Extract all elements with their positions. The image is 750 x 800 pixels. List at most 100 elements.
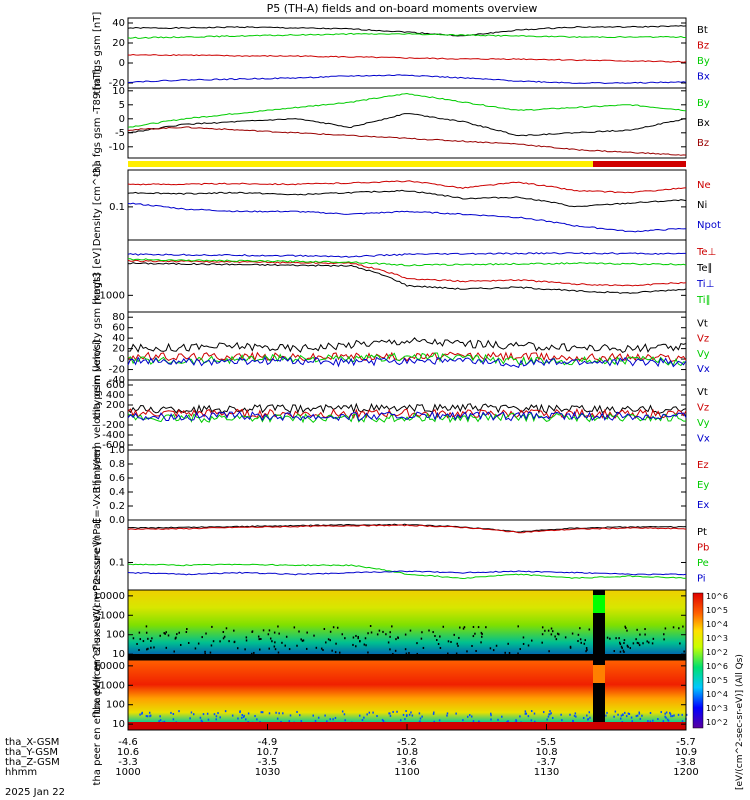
spectrogram-speckle (275, 711, 277, 714)
spectrogram-speckle (433, 711, 435, 714)
spectrogram-speckle (210, 644, 213, 647)
spectrogram-speckle (355, 645, 357, 648)
spectrogram-speckle (641, 714, 643, 717)
spectrogram-speckle (242, 715, 245, 718)
spectrogram-speckle (623, 639, 626, 642)
legend-Pi: Pi (697, 574, 706, 585)
spectrogram-speckle (636, 641, 639, 644)
spectrogram-speckle (402, 713, 405, 716)
spectrogram-speckle (504, 651, 506, 654)
spectrogram-speckle (428, 629, 430, 632)
spectrogram-speckle (485, 626, 487, 629)
spectrogram-speckle (212, 640, 215, 643)
colorbar-tick: 10^3 (706, 704, 728, 713)
spectrogram-speckle (344, 637, 346, 640)
ephemeris-label: tha_Y-GSM (5, 747, 58, 758)
y-tick-label: 1000 (100, 610, 125, 621)
spectrogram-speckle (432, 712, 435, 715)
y-tick-label: 40 (112, 333, 125, 344)
spectrogram-speckle (530, 639, 533, 642)
spectrogram-speckle (298, 630, 300, 633)
spectrogram-speckle (669, 711, 671, 714)
ephemeris-value: -4.9 (258, 737, 278, 748)
spectrogram-speckle (254, 715, 256, 718)
spectrogram-speckle (147, 637, 149, 640)
spectrogram-speckle (200, 719, 203, 722)
spectrogram-speckle (490, 718, 492, 721)
series-line-Te⊥ (127, 259, 687, 287)
legend-Ey: Ey (697, 480, 709, 491)
legend-Pe: Pe (697, 558, 709, 569)
spectrogram-speckle (199, 716, 202, 719)
spectrogram-speckle (455, 652, 458, 655)
spectrogram-speckle (278, 632, 280, 635)
spectrogram-speckle (569, 645, 572, 648)
spectrogram-speckle (517, 625, 519, 628)
spectrogram-speckle (437, 642, 440, 645)
spectrogram-speckle (408, 713, 411, 716)
spectrogram-speckle (669, 713, 672, 716)
spectrogram-speckle (139, 713, 141, 716)
y-tick-label: 10000 (93, 661, 125, 672)
y-axis-label: tha peir en eflux eV/(cm^2-s-sr-eV) (92, 536, 103, 714)
panel-frame (127, 379, 687, 451)
spectrogram-speckle (205, 632, 207, 635)
spectrogram-speckle (163, 632, 165, 635)
spectrogram-speckle (322, 649, 324, 652)
y-tick-label: 10 (112, 86, 125, 97)
ephemeris-value: 10.6 (117, 747, 139, 758)
y-tick-label: -20 (109, 365, 125, 376)
spectrogram-speckle (681, 720, 684, 723)
spectrogram-speckle (138, 631, 141, 634)
spectrogram-speckle (296, 710, 298, 713)
spectrogram-speckle (344, 719, 346, 722)
spectrogram-speckle (622, 649, 625, 652)
spectrogram-speckle (432, 631, 434, 634)
spectrogram-speckle (274, 641, 276, 644)
spectrogram-speckle (472, 635, 475, 638)
spectrogram-speckle (217, 712, 219, 715)
spectrogram-speckle (215, 718, 217, 721)
spectrogram-speckle (332, 626, 335, 629)
spectrogram-speckle (492, 649, 495, 652)
spectrogram-speckle (366, 713, 368, 716)
spectrogram-speckle (446, 712, 449, 715)
spectrogram-speckle (455, 712, 457, 715)
series-line-Pb (127, 524, 687, 534)
colorbar-tick: 10^5 (706, 676, 728, 685)
spectrogram-speckle (245, 639, 248, 642)
spectrogram-speckle (285, 635, 288, 638)
spectrogram-speckle (223, 635, 226, 638)
spectrogram-speckle (392, 652, 394, 655)
spectrogram-speckle (490, 714, 492, 717)
spectrogram-speckle (268, 629, 271, 632)
spectrogram-speckle (478, 720, 480, 723)
series-line-Vx (127, 410, 687, 422)
spectrogram-speckle (418, 712, 421, 715)
series-line-Ti∥ (128, 258, 687, 267)
spectrogram-speckle (621, 647, 623, 650)
spectrogram-speckle (257, 635, 260, 638)
spectrogram-speckle (629, 647, 632, 650)
spectrogram-speckle (288, 648, 291, 651)
spectrogram-speckle (447, 640, 450, 643)
spectrogram-speckle (561, 719, 563, 722)
legend-Pt: Pt (697, 527, 707, 538)
spectrogram-speckle (580, 641, 582, 644)
ephemeris-value: 10.8 (535, 747, 557, 758)
y-tick-label: 0 (119, 58, 125, 69)
panel-3: 0.1 Density [cm^-3] Ne Ni Npot (92, 164, 721, 247)
series-line-Ni (127, 189, 687, 208)
ephemeris-value: -3.8 (676, 757, 696, 768)
spectrogram-speckle (273, 631, 276, 634)
spectrogram-speckle (313, 634, 315, 637)
ephemeris-value: 1030 (255, 767, 280, 778)
date-label: 2025 Jan 22 (5, 787, 65, 798)
y-tick-label: 5 (119, 100, 125, 111)
spectrogram-speckle (577, 640, 579, 643)
y-tick-label: 0.1 (109, 202, 125, 213)
spectrogram-speckle (636, 714, 639, 717)
spectrogram-speckle (549, 713, 551, 716)
